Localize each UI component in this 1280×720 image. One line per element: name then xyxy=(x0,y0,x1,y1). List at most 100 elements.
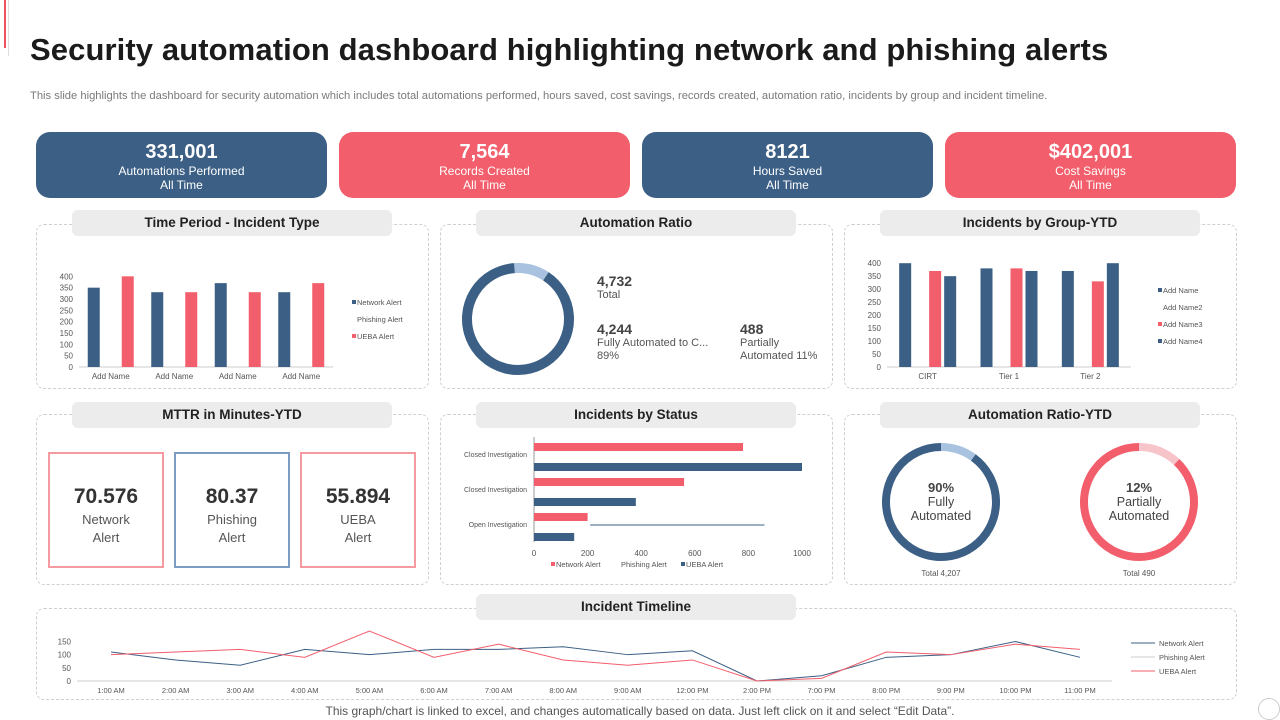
x-tick-label: 7:00 PM xyxy=(808,686,836,695)
legend-marker xyxy=(681,562,685,566)
bar xyxy=(87,287,100,367)
legend-label: Add Name3 xyxy=(1163,320,1203,329)
y-tick-label: 0 xyxy=(69,363,74,372)
y-tick-label: 150 xyxy=(58,638,72,647)
bar xyxy=(534,443,744,451)
series-line xyxy=(110,630,1081,682)
y-tick-label: 0 xyxy=(67,677,72,686)
ytd-fully-line2: Automated xyxy=(910,509,972,523)
incidents-group-chart: 0 50 100 150 200 250 300 350 400 CIRT Tier 1 Tier 2… xyxy=(868,259,1203,381)
x-tick-label: 0 xyxy=(532,549,537,558)
mttr-label-1: Phishing xyxy=(207,512,257,527)
mttr-value: 80.37 xyxy=(205,485,259,508)
panel-title-automation-ratio: Automation Ratio xyxy=(476,210,796,236)
legend-marker xyxy=(352,317,356,321)
legend-label: UEBA Alert xyxy=(1159,667,1197,676)
kpi-label: Records Created xyxy=(439,164,530,178)
y-tick-label: 100 xyxy=(60,340,74,349)
ytd-fully-label: 90% Fully Automated xyxy=(891,481,991,524)
y-tick-label: 100 xyxy=(868,337,882,346)
legend-label: Add Name4 xyxy=(1163,337,1203,346)
y-tick-label: Closed Investigation xyxy=(464,452,527,459)
accent-line xyxy=(8,0,9,56)
y-tick-label: 350 xyxy=(60,284,74,293)
x-tick-label: 400 xyxy=(635,549,649,558)
x-tick-label: 800 xyxy=(742,549,756,558)
ytd-partial-label: 12% Partially Automated xyxy=(1089,481,1189,524)
bar xyxy=(278,292,291,367)
y-tick-label: 250 xyxy=(60,306,74,315)
panel-title-incidents-status: Incidents by Status xyxy=(476,402,796,428)
mttr-phishing-alert: 80.37 Phishing Alert xyxy=(174,452,290,568)
x-tick-label: 9:00 AM xyxy=(614,686,642,695)
y-tick-label: 300 xyxy=(868,285,882,294)
x-tick-label: 2:00 PM xyxy=(743,686,771,695)
bar xyxy=(248,292,261,367)
ratio-total-value: 4,732 xyxy=(597,273,633,289)
kpi-label: Automations Performed xyxy=(118,164,245,178)
legend-label: Network Alert xyxy=(1159,639,1205,648)
kpi-automations-performed: 331,001 Automations Performed All Time xyxy=(36,132,327,198)
kpi-cost-savings: $402,001 Cost Savings All Time xyxy=(945,132,1236,198)
panel-title-incidents-group: Incidents by Group-YTD xyxy=(880,210,1200,236)
panel-incidents-status: 0 200 400 600 800 1000 Closed Investigation Clo… xyxy=(440,414,833,585)
panel-incident-timeline: 0 50 100 150 1:00 AM 2:00 AM 3:00 AM 4:00 AM 5:0… xyxy=(36,608,1237,700)
y-tick-label: 200 xyxy=(868,311,882,320)
y-tick-label: 150 xyxy=(60,329,74,338)
automation-ratio-slice xyxy=(514,263,549,281)
incidents-status-chart: 0 200 400 600 800 1000 Closed Investigation Clo… xyxy=(464,437,811,569)
panel-incidents-group: 0 50 100 150 200 250 300 350 400 CIRT Tier 1 Tier 2… xyxy=(844,224,1237,389)
legend-label: Phishing Alert xyxy=(1159,653,1206,662)
x-tick-label: 600 xyxy=(688,549,702,558)
time-period-chart: 0 50 100 150 200 250 300 350 400 Add Name Add Name… xyxy=(60,272,404,381)
ytd-partial-slice xyxy=(1138,443,1180,465)
bar xyxy=(1091,281,1104,367)
legend-marker xyxy=(352,334,356,338)
y-tick-label: Open Investigation xyxy=(469,522,527,529)
kpi-value: $402,001 xyxy=(1048,141,1133,163)
incident-timeline-chart: 0 50 100 150 1:00 AM 2:00 AM 3:00 AM 4:00 AM 5:0… xyxy=(58,630,1206,695)
y-tick-label: 200 xyxy=(60,318,74,327)
kpi-value: 8121 xyxy=(765,141,810,163)
automation-ratio-ytd-chart xyxy=(882,443,1198,561)
kpi-value: 331,001 xyxy=(145,141,218,163)
x-tick-label: 1000 xyxy=(793,549,811,558)
x-tick-label: Tier 2 xyxy=(1080,372,1101,381)
x-tick-label: CIRT xyxy=(918,372,937,381)
legend-label: Network Alert xyxy=(556,560,602,569)
y-tick-label: 150 xyxy=(868,324,882,333)
legend-marker xyxy=(1158,339,1162,343)
x-tick-label: 3:00 AM xyxy=(226,686,254,695)
x-tick-label: 200 xyxy=(581,549,595,558)
x-tick-label: 5:00 AM xyxy=(356,686,384,695)
bar xyxy=(1106,263,1119,367)
x-tick-label: 12:00 PM xyxy=(676,686,708,695)
mttr-value: 55.894 xyxy=(325,485,391,508)
x-tick-label: Add Name xyxy=(282,372,320,381)
x-tick-label: 11:00 PM xyxy=(1064,686,1096,695)
kpi-sub: All Time xyxy=(463,178,506,192)
corner-circle xyxy=(1258,698,1280,720)
x-tick-label: 8:00 PM xyxy=(872,686,900,695)
ratio-partial-value: 488 xyxy=(740,321,764,337)
bar xyxy=(1010,268,1023,367)
bar xyxy=(185,292,198,367)
y-tick-label: 250 xyxy=(868,298,882,307)
legend-label: Add Name2 xyxy=(1163,303,1203,312)
ytd-fully-total: Total 4,207 xyxy=(921,569,961,578)
x-tick-label: 2:00 AM xyxy=(162,686,190,695)
x-tick-label: Add Name xyxy=(92,372,130,381)
panel-title-mttr: MTTR in Minutes-YTD xyxy=(72,402,392,428)
x-tick-label: 8:00 AM xyxy=(549,686,577,695)
panel-automation-ratio: 4,732 Total 4,244 Fully Automated to C..… xyxy=(440,224,833,389)
kpi-sub: All Time xyxy=(766,178,809,192)
x-tick-label: Add Name xyxy=(155,372,193,381)
y-tick-label: 350 xyxy=(868,272,882,281)
legend-label: Phishing Alert xyxy=(621,560,668,569)
legend-marker xyxy=(1158,288,1162,292)
y-tick-label: 100 xyxy=(58,651,72,660)
ratio-fully-label: Fully Automated to C... xyxy=(597,337,709,349)
legend-marker xyxy=(1158,305,1162,309)
bar xyxy=(214,283,227,367)
ytd-fully-line1: Fully xyxy=(927,495,955,509)
